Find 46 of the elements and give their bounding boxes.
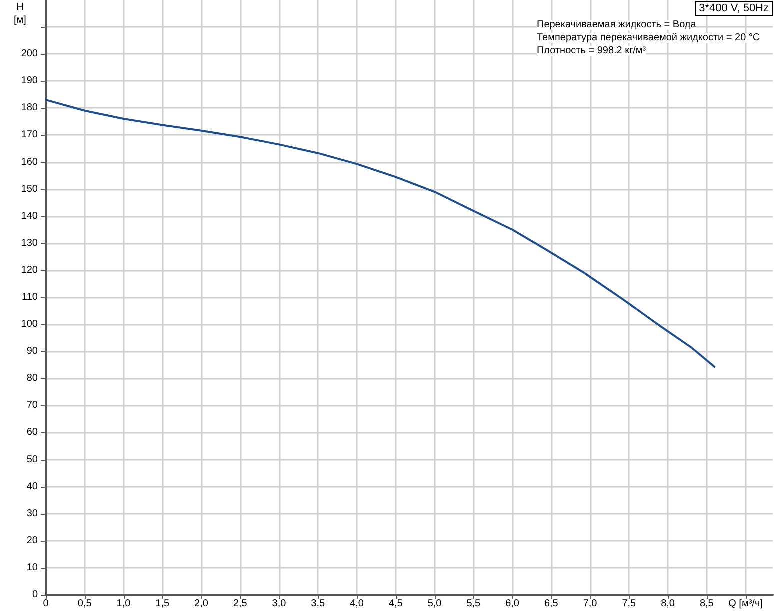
x-tick-label: 5,5 [466, 598, 482, 610]
x-tick-label: 7,5 [622, 598, 637, 610]
x-tick-label: 1,0 [116, 598, 132, 610]
y-tick-label: 70 [26, 400, 38, 412]
x-tick-label: 5,0 [428, 598, 442, 610]
y-tick-label: 20 [26, 535, 38, 546]
x-tick-label: 1,5 [156, 598, 170, 610]
x-tick-label: 8,0 [661, 598, 676, 610]
x-tick-label: 4,0 [350, 598, 364, 610]
x-tick-label: 6,5 [544, 598, 559, 610]
y-tick-label: 190 [21, 76, 38, 87]
y-tick-label: 180 [21, 102, 38, 114]
annotation: Плотность = 998.2 кг/м³ [537, 46, 647, 56]
y-tick-label: 170 [21, 130, 38, 141]
y-tick-label: 60 [26, 427, 38, 438]
line-series [45, 99, 716, 368]
y-tick-label: 140 [21, 210, 38, 222]
y-tick-label: 0 [32, 590, 38, 600]
y-tick-label: 200 [21, 48, 38, 60]
x-tick-label: 6,0 [506, 598, 520, 610]
chart-title: 3*400 V, 50Hz [699, 2, 770, 14]
y-axis-title: H [м] [14, 2, 27, 26]
y-tick-label: 40 [26, 481, 38, 492]
x-tick-label: 3,0 [272, 598, 287, 610]
x-tick-label: 2,5 [233, 598, 248, 610]
y-tick-label: 90 [26, 346, 38, 358]
y-tick-label: 160 [21, 156, 38, 168]
x-tick-label: 2,0 [194, 598, 209, 610]
x-tick-label: 7,0 [583, 598, 598, 610]
y-tick-label: 130 [21, 238, 38, 249]
x-tick-label: 8,5 [700, 598, 714, 610]
x-tick-label: 0 [43, 598, 50, 610]
y-tick-label: 120 [21, 264, 38, 276]
y-tick-label: 150 [21, 184, 38, 195]
x-tick-label: 3,5 [311, 598, 326, 610]
x-tick-label: 0,5 [78, 598, 92, 610]
annotation: Температура перекачиваемой жидкости = 20 °C [537, 32, 760, 44]
annotation: Перекачиваемая жидкость = Вода [537, 20, 697, 30]
x-axis-title: Q [м³/ч] [728, 598, 764, 610]
y-tick-label: 100 [21, 319, 38, 330]
y-tick-label: 10 [26, 562, 38, 574]
y-tick-label: 110 [22, 292, 38, 303]
x-tick-label: 4,5 [388, 598, 404, 610]
y-tick-label: 80 [26, 373, 38, 384]
y-tick-label: 50 [26, 454, 38, 466]
y-tick-label: 30 [26, 508, 38, 520]
